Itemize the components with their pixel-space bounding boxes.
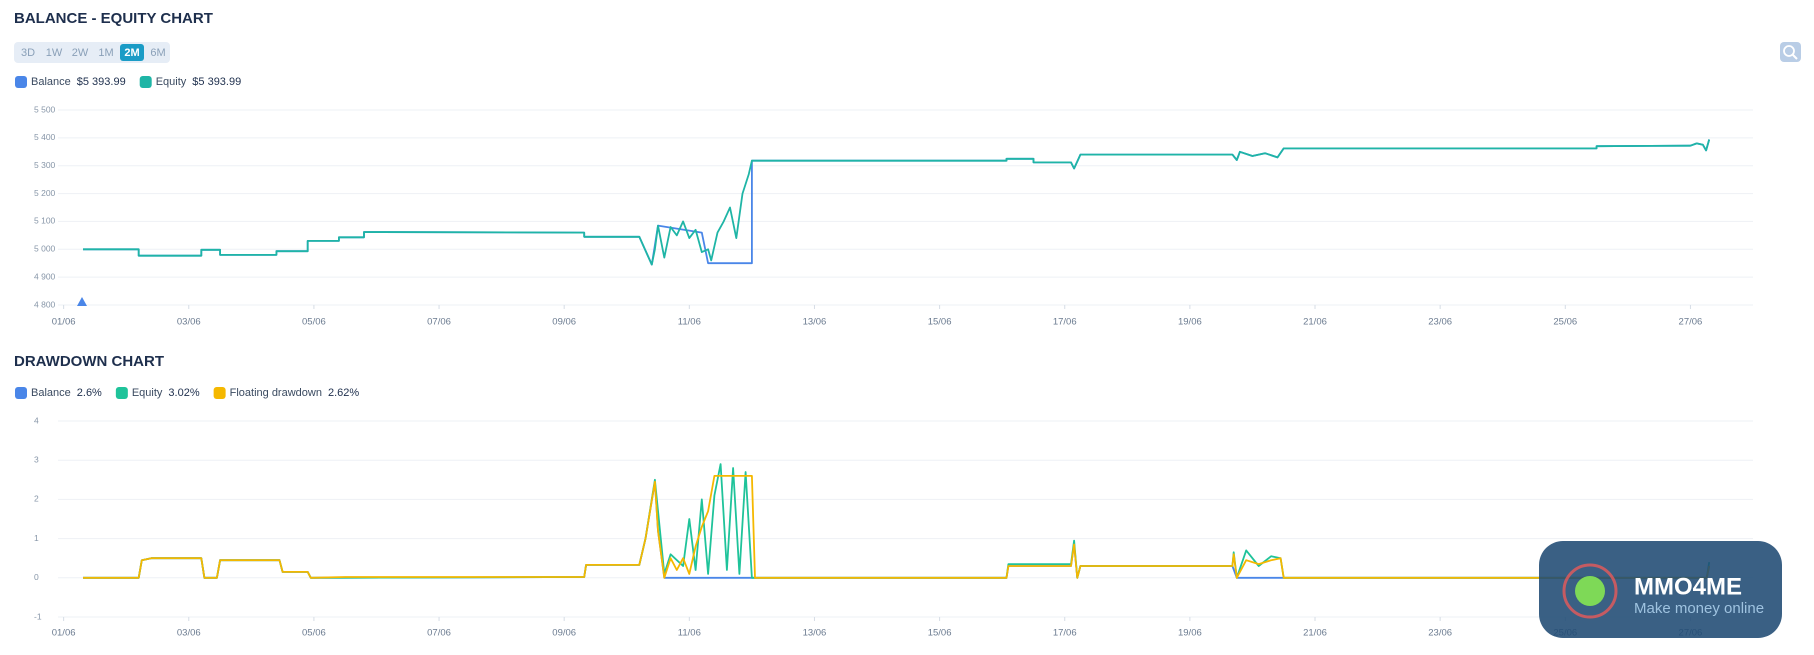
x-tick-label: 15/06: [928, 317, 952, 328]
legend-name: Balance: [31, 76, 71, 88]
x-tick-label: 13/06: [803, 317, 827, 328]
y-tick-label: 5 500: [34, 104, 56, 114]
legend-name: Floating drawdown: [230, 387, 322, 399]
y-tick-label: 4 900: [34, 271, 56, 281]
x-tick-label: 01/06: [52, 628, 76, 639]
range-label[interactable]: 1W: [46, 47, 63, 59]
x-tick-label: 17/06: [1053, 317, 1077, 328]
x-tick-label: 09/06: [552, 317, 576, 328]
series-line: [83, 139, 1711, 266]
legend-name: Balance: [31, 387, 71, 399]
watermark: MMO4ME Make money online: [1539, 541, 1782, 638]
deposit-marker: [77, 297, 87, 306]
legend-name: Equity: [156, 76, 187, 88]
y-tick-label: 5 400: [34, 132, 56, 142]
x-tick-label: 05/06: [302, 317, 326, 328]
y-tick-label: 3: [34, 454, 39, 464]
x-tick-label: 15/06: [928, 628, 952, 639]
x-tick-label: 17/06: [1053, 628, 1077, 639]
x-tick-label: 13/06: [803, 628, 827, 639]
x-tick-label: 05/06: [302, 628, 326, 639]
legend-swatch: [15, 76, 27, 88]
legend-value: 3.02%: [168, 387, 199, 399]
x-tick-label: 27/06: [1679, 317, 1703, 328]
x-tick-label: 23/06: [1428, 628, 1452, 639]
y-tick-label: 5 000: [34, 244, 56, 254]
x-tick-label: 25/06: [1553, 317, 1577, 328]
legend-swatch: [139, 76, 152, 88]
legend-value: $5 393.99: [77, 76, 126, 88]
legend-swatch: [213, 387, 226, 399]
chart-title: DRAWDOWN CHART: [14, 353, 164, 370]
x-tick-label: 21/06: [1303, 317, 1327, 328]
legend-swatch: [15, 387, 27, 399]
range-label[interactable]: 2W: [72, 47, 89, 59]
y-tick-label: 5 300: [34, 160, 56, 170]
y-tick-label: 5 100: [34, 216, 56, 226]
legend-swatch: [115, 387, 128, 399]
y-tick-label: -1: [34, 611, 42, 621]
x-tick-label: 07/06: [427, 317, 451, 328]
y-tick-label: 4: [34, 415, 39, 425]
x-tick-label: 11/06: [678, 628, 701, 639]
y-tick-label: 5 200: [34, 188, 56, 198]
zoom-button[interactable]: [1780, 42, 1801, 62]
range-label[interactable]: 2M: [124, 47, 139, 59]
x-tick-label: 01/06: [52, 317, 76, 328]
range-label[interactable]: 6M: [150, 47, 165, 59]
range-label[interactable]: 1M: [98, 47, 113, 59]
series-line: [83, 139, 1711, 266]
legend-value: $5 393.99: [192, 76, 241, 88]
range-label[interactable]: 3D: [21, 47, 35, 59]
x-tick-label: 19/06: [1178, 628, 1202, 639]
x-tick-label: 03/06: [177, 317, 201, 328]
range-bar: [14, 42, 170, 63]
legend-name: Equity: [132, 387, 163, 399]
x-tick-label: 23/06: [1428, 317, 1452, 328]
series-line: [83, 475, 1711, 579]
y-tick-label: 1: [34, 533, 39, 543]
x-tick-label: 09/06: [552, 628, 576, 639]
legend-value: 2.62%: [328, 387, 359, 399]
x-tick-label: 19/06: [1178, 317, 1202, 328]
legend-value: 2.6%: [77, 387, 102, 399]
series-line: [83, 480, 1711, 579]
chart-title: BALANCE - EQUITY CHART: [14, 10, 213, 27]
range-button[interactable]: [120, 44, 144, 61]
x-tick-label: 11/06: [678, 317, 701, 328]
x-tick-label: 07/06: [427, 628, 451, 639]
watermark-title: MMO4ME: [1634, 573, 1742, 600]
x-tick-label: 21/06: [1303, 628, 1327, 639]
y-tick-label: 4 800: [34, 299, 56, 309]
watermark-subtitle: Make money online: [1634, 600, 1764, 617]
y-tick-label: 0: [34, 572, 39, 582]
series-line: [83, 463, 1711, 579]
x-tick-label: 03/06: [177, 628, 201, 639]
y-tick-label: 2: [34, 494, 39, 504]
